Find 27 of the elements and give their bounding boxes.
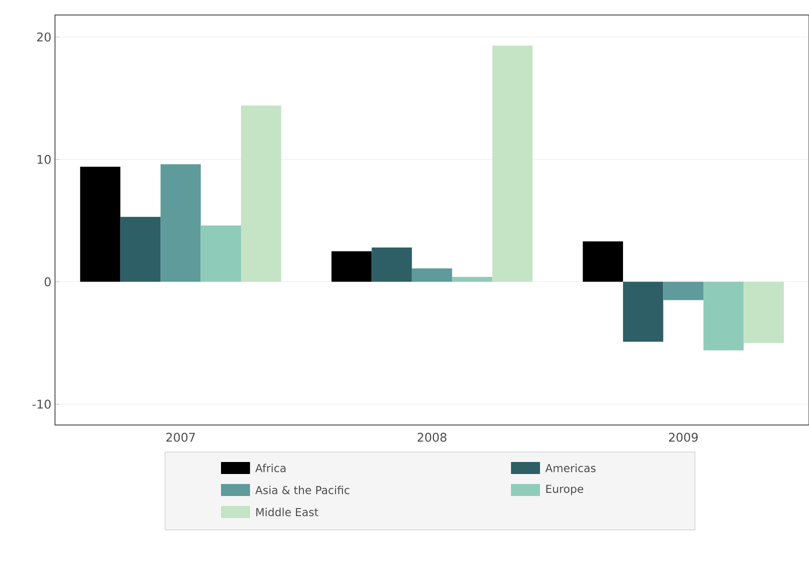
bar bbox=[623, 282, 664, 342]
bar bbox=[703, 282, 744, 350]
legend-label: Asia & the Pacific bbox=[255, 486, 350, 494]
x-tick-label: 2007 bbox=[166, 432, 195, 442]
y-tick-label: 20 bbox=[37, 32, 51, 42]
legend-label: Americas bbox=[545, 464, 596, 472]
bar bbox=[120, 216, 161, 282]
y-tick-label: -10 bbox=[32, 400, 51, 409]
bar bbox=[663, 282, 704, 300]
bar bbox=[80, 166, 120, 282]
bar bbox=[372, 248, 412, 282]
bar bbox=[492, 46, 533, 282]
bar bbox=[331, 251, 372, 282]
legend-label: Europe bbox=[546, 484, 584, 496]
bar bbox=[452, 276, 492, 282]
bar bbox=[240, 106, 282, 282]
y-tick-label: 0 bbox=[44, 277, 51, 286]
bar bbox=[200, 225, 241, 282]
bar bbox=[412, 268, 452, 282]
bar bbox=[160, 164, 201, 282]
x-tick-label: 2008 bbox=[418, 432, 446, 442]
bar bbox=[744, 282, 784, 343]
legend-label: Africa bbox=[255, 464, 286, 472]
x-tick-label: 2009 bbox=[669, 432, 698, 442]
legend-label: Middle East bbox=[256, 508, 318, 516]
bar bbox=[582, 241, 624, 282]
y-tick-label: 10 bbox=[38, 154, 51, 164]
